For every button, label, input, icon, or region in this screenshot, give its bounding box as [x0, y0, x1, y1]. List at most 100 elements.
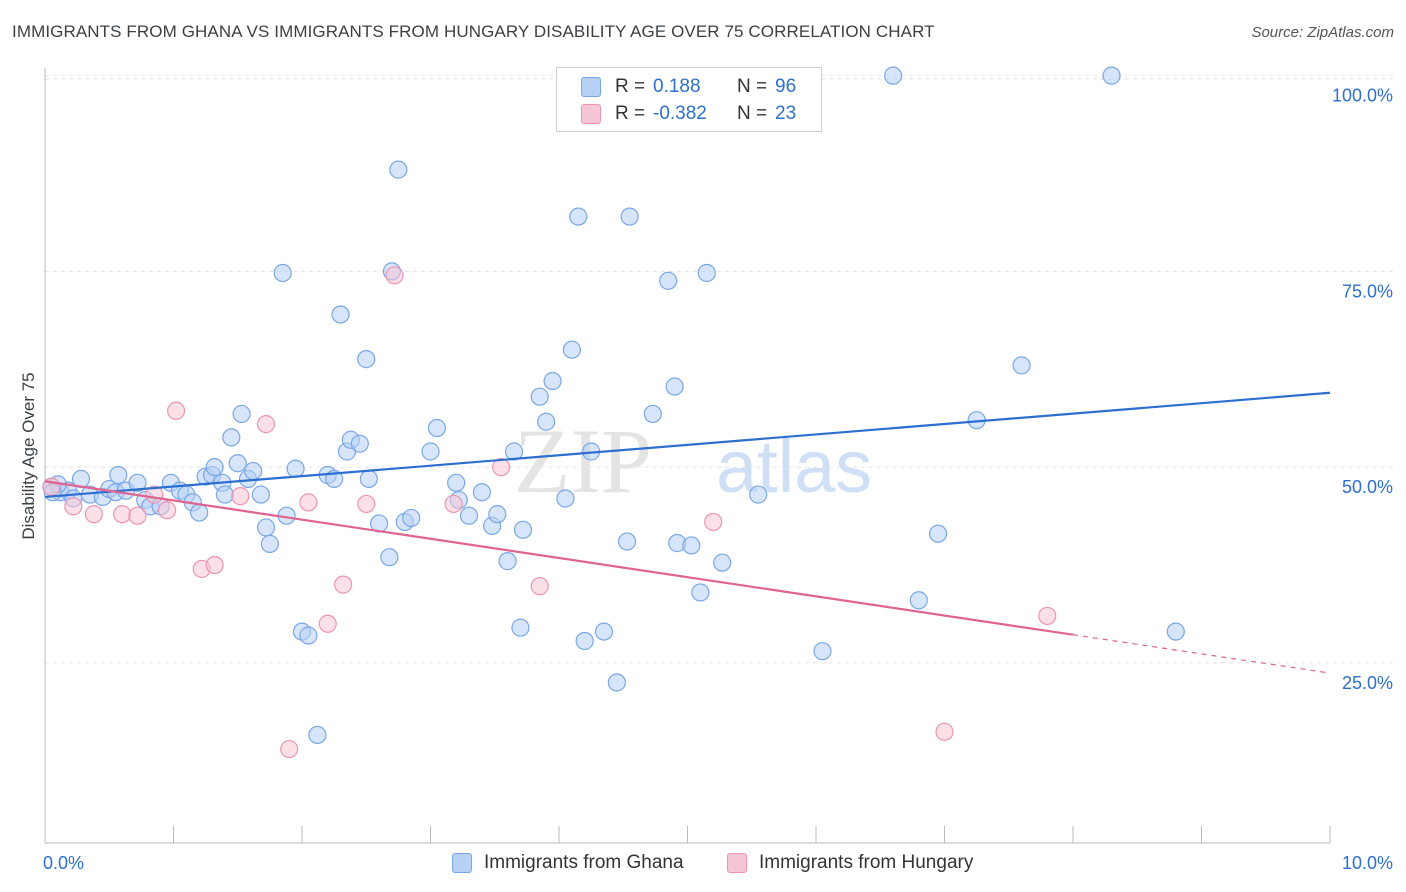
ghana-point [928, 524, 948, 543]
hungary-point [444, 494, 463, 514]
ghana-point [749, 485, 768, 504]
ghana-point [562, 340, 581, 359]
y-tick-label: 100.0% [1332, 86, 1393, 106]
ghana-point [530, 387, 549, 406]
ghana-point [472, 483, 491, 502]
hungary-point [84, 505, 103, 524]
ghana-point [713, 553, 732, 572]
legend-n-label: N = [737, 76, 768, 97]
hungary-point [280, 739, 299, 759]
legend-n-value: 23 [775, 103, 797, 124]
ghana-point [883, 66, 903, 85]
ghana-point [350, 434, 369, 453]
ghana-point [427, 418, 447, 438]
ghana-point [513, 520, 533, 539]
y-tick-label: 25.0% [1342, 673, 1393, 693]
y-tick-label: 75.0% [1342, 281, 1393, 301]
hungary-point [166, 401, 186, 420]
ghana-point [215, 485, 234, 504]
ghana-point [331, 305, 350, 324]
ghana-point [620, 207, 639, 226]
ghana-point [556, 489, 575, 508]
hungary-trend-line-dashed [1072, 634, 1331, 674]
ghana-point [691, 583, 710, 602]
hungary-point [492, 458, 511, 477]
ghana-point [813, 642, 832, 661]
series-hungary-points [42, 266, 1057, 759]
ghana-point [228, 454, 247, 473]
hungary-trend-line [44, 480, 1074, 636]
bottom-legend-ghana: Immigrants from Ghana [452, 852, 684, 874]
bottom-legend-swatch-hungary [727, 853, 747, 873]
ghana-point [251, 485, 270, 504]
hungary-point [935, 722, 954, 741]
ghana-point [682, 536, 701, 555]
hungary-point [64, 497, 83, 516]
y-tick-label: 50.0% [1342, 477, 1393, 497]
ghana-point [380, 548, 399, 567]
legend-n-label: N = [737, 103, 768, 124]
legend-swatch-hungary [581, 104, 601, 124]
ghana-point [659, 271, 678, 290]
ghana-point [618, 532, 637, 551]
ghana-point [665, 377, 684, 396]
hungary-point [112, 505, 132, 524]
legend-r-label: R = [615, 103, 646, 124]
ghana-point [256, 518, 276, 537]
hungary-point [704, 512, 723, 532]
hungary-point [157, 501, 177, 520]
ghana-point [260, 534, 279, 553]
ghana-point [299, 626, 318, 645]
x-tick-label: 10.0% [1342, 853, 1393, 873]
ghana-point [109, 465, 128, 485]
watermark: ZIP atlas [514, 410, 872, 512]
ghana-point [232, 404, 251, 424]
correlation-legend: R = 0.188 N = 96 R = -0.382 N = 23 [556, 67, 822, 132]
ghana-point [128, 473, 147, 492]
ghana-point [308, 725, 327, 745]
legend-r-label: R = [615, 76, 646, 97]
hungary-point [334, 575, 353, 594]
hungary-point [231, 487, 250, 506]
ghana-point [498, 552, 517, 571]
ghana-point [569, 207, 588, 226]
hungary-point [205, 555, 224, 575]
hungary-point [256, 414, 276, 434]
ghana-point [594, 622, 614, 641]
ghana-trend-line [44, 391, 1331, 499]
ghana-point [1166, 622, 1185, 641]
ghana-point [357, 350, 376, 369]
x-tick-label: 0.0% [43, 853, 84, 873]
legend-r-value: 0.188 [653, 76, 701, 97]
bottom-legend-label-ghana: Immigrants from Ghana [484, 852, 684, 873]
bottom-legend-swatch-ghana [452, 853, 472, 873]
ghana-point [286, 459, 305, 478]
ghana-point [1012, 356, 1031, 375]
ghana-point [643, 404, 662, 424]
ghana-point [697, 263, 716, 283]
ghana-point [205, 458, 224, 477]
legend-row-hungary: R = -0.382 N = 23 [581, 101, 796, 127]
ghana-point [222, 428, 241, 447]
hungary-point [299, 493, 318, 512]
watermark-atlas: atlas [716, 425, 872, 508]
ghana-point [909, 591, 928, 610]
hungary-point [128, 506, 147, 525]
hungary-point [318, 614, 337, 633]
tick-labels: 25.0% 50.0% 75.0% 100.0% 0.0% 10.0% [43, 86, 1393, 873]
ghana-point [359, 469, 378, 489]
hungary-point [530, 577, 549, 596]
ghana-point [575, 631, 594, 651]
ghana-point [244, 461, 263, 481]
ghana-point [273, 263, 292, 283]
ghana-point [543, 371, 562, 391]
ghana-point [537, 412, 556, 431]
gridlines [45, 75, 1395, 664]
ghana-point [1102, 66, 1121, 85]
bottom-legend-hungary: Immigrants from Hungary [727, 852, 973, 874]
ghana-point [190, 503, 209, 522]
ghana-point [421, 442, 440, 461]
ghana-point [402, 508, 421, 528]
legend-n-value: 96 [775, 76, 797, 97]
